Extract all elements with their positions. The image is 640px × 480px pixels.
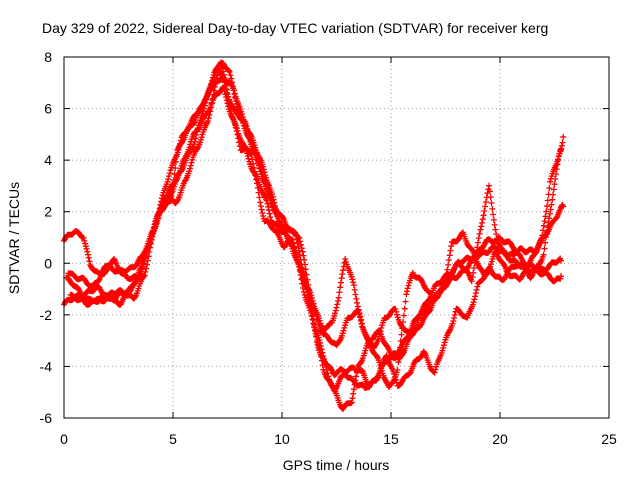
x-tick-label: 25 bbox=[601, 431, 617, 447]
y-tick-label: 4 bbox=[44, 152, 52, 168]
series-markers bbox=[61, 84, 565, 391]
x-tick-label: 5 bbox=[169, 431, 177, 447]
series-track-2 bbox=[67, 60, 567, 412]
y-axis-label: SDTVAR / TECUs bbox=[6, 182, 22, 294]
y-tick-label: 0 bbox=[44, 255, 52, 271]
series-track-1 bbox=[61, 84, 565, 391]
data-series bbox=[61, 59, 567, 412]
x-tick-label: 10 bbox=[274, 431, 290, 447]
grid-lines bbox=[64, 57, 609, 418]
x-tick-label: 15 bbox=[383, 431, 399, 447]
tick-labels: 0 5 10 15 20 25 -6 -4 -2 0 2 4 6 8 bbox=[40, 49, 617, 447]
y-tick-label: 2 bbox=[44, 204, 52, 220]
x-tick-label: 0 bbox=[60, 431, 68, 447]
series-track-5 bbox=[63, 73, 565, 394]
plot-frame bbox=[63, 56, 610, 419]
x-tick-label: 20 bbox=[492, 431, 508, 447]
x-axis-label: GPS time / hours bbox=[283, 457, 390, 473]
y-tick-label: 8 bbox=[44, 49, 52, 65]
y-tick-label: -4 bbox=[40, 358, 53, 374]
axis-ticks bbox=[63, 56, 610, 419]
y-tick-label: 6 bbox=[44, 101, 52, 117]
y-tick-label: -2 bbox=[40, 307, 53, 323]
y-tick-label: -6 bbox=[40, 410, 53, 426]
chart-title: Day 329 of 2022, Sidereal Day-to-day VTE… bbox=[42, 20, 548, 36]
series-markers bbox=[67, 60, 567, 412]
series-markers bbox=[63, 73, 565, 394]
